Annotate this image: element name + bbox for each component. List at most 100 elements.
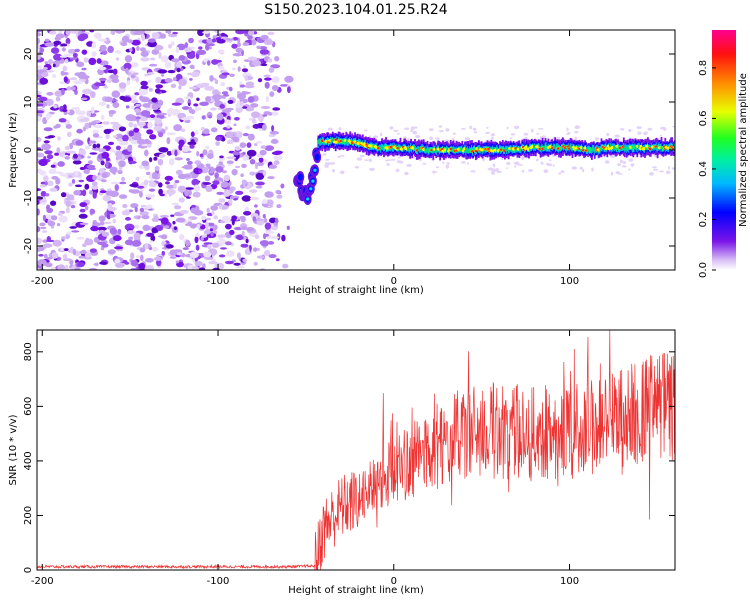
heatmap-noise-cell <box>254 234 260 239</box>
heatmap-noise-cell <box>260 34 269 41</box>
heatmap-noise-cell <box>194 260 203 267</box>
heatmap-noise-cell <box>84 183 90 190</box>
heatmap-noise-cell <box>261 63 268 67</box>
heatmap-noise-cell <box>219 104 225 109</box>
heatmap-band-cell <box>592 146 595 151</box>
heatmap-noise-cell <box>193 103 199 107</box>
heatmap-noise-cell <box>84 205 89 211</box>
heatmap-halo-cell <box>574 136 578 141</box>
heatmap-noise-cell <box>74 184 83 188</box>
heatmap-noise-cell <box>280 183 285 189</box>
heatmap-noise-cell <box>252 117 256 124</box>
heatmap-noise-cell <box>225 38 234 41</box>
heatmap-noise-cell <box>94 32 102 39</box>
heatmap-noise-cell <box>57 264 66 270</box>
snr-xtick-label: 0 <box>391 576 397 587</box>
heatmap-noise-cell <box>148 63 158 67</box>
heatmap-noise-cell <box>140 30 146 34</box>
heatmap-noise-cell <box>201 115 206 120</box>
heatmap-halo-cell <box>630 163 635 167</box>
heatmap-noise-cell <box>41 196 47 200</box>
heatmap-noise-cell <box>189 64 195 70</box>
heatmap-noise-cell <box>262 170 267 176</box>
heatmap-noise-cell <box>256 255 265 259</box>
heatmap-band-cell <box>627 146 630 151</box>
heatmap-noise-cell <box>142 224 151 231</box>
heatmap-noise-cell <box>218 198 226 203</box>
heatmap-noise-cell <box>178 55 186 61</box>
heatmap-noise-cell <box>158 188 164 196</box>
heatmap-noise-cell <box>79 208 86 213</box>
heatmap-noise-cell <box>233 59 237 64</box>
heatmap-noise-cell <box>66 150 76 154</box>
heatmap-halo-cell <box>574 130 579 134</box>
heatmap-noise-cell <box>218 65 225 70</box>
heatmap-noise-cell <box>151 97 158 103</box>
heatmap-noise-cell <box>55 33 65 39</box>
heatmap-noise-cell <box>135 255 140 259</box>
heatmap-halo-cell <box>653 168 659 171</box>
heatmap-noise-cell <box>221 91 229 95</box>
heatmap-band-cell <box>379 144 382 151</box>
spectrogram-xtick-label: 0 <box>391 276 397 287</box>
heatmap-noise-cell <box>262 159 269 165</box>
colorbar-gradient <box>712 30 736 270</box>
heatmap-noise-cell <box>93 263 99 266</box>
heatmap-band-cell <box>507 147 510 153</box>
heatmap-noise-cell <box>100 179 107 183</box>
heatmap-noise-cell <box>264 191 274 198</box>
heatmap-noise-cell <box>41 143 52 151</box>
heatmap-noise-cell <box>51 252 59 259</box>
heatmap-noise-cell <box>76 61 85 68</box>
heatmap-noise-cell <box>84 252 92 258</box>
heatmap-noise-cell <box>74 48 80 53</box>
heatmap-halo-cell <box>663 127 667 131</box>
heatmap-noise-cell <box>229 73 235 78</box>
heatmap-noise-cell <box>79 250 87 254</box>
heatmap-noise-cell <box>145 204 153 209</box>
heatmap-noise-cell <box>214 172 219 179</box>
heatmap-noise-cell <box>115 155 123 160</box>
heatmap-noise-cell <box>189 251 199 259</box>
heatmap-noise-cell <box>115 262 125 268</box>
heatmap-noise-cell <box>202 30 211 34</box>
heatmap-noise-cell <box>262 214 266 219</box>
heatmap-noise-cell <box>133 123 137 129</box>
heatmap-noise-cell <box>246 149 257 157</box>
heatmap-noise-cell <box>160 234 168 240</box>
heatmap-noise-cell <box>220 32 226 37</box>
heatmap-band-cell <box>351 138 353 144</box>
heatmap-noise-cell <box>252 216 257 222</box>
heatmap-noise-cell <box>220 82 226 87</box>
heatmap-noise-cell <box>199 101 210 107</box>
heatmap-band-cell <box>565 146 568 151</box>
heatmap-noise-cell <box>208 261 218 265</box>
heatmap-noise-cell <box>254 143 258 147</box>
heatmap-noise-cell <box>93 124 104 129</box>
heatmap-noise-cell <box>45 98 54 106</box>
heatmap-halo-cell <box>386 163 390 166</box>
heatmap-noise-cell <box>189 86 197 90</box>
heatmap-noise-cell <box>118 181 127 185</box>
heatmap-noise-cell <box>185 239 191 247</box>
heatmap-halo-cell <box>393 129 399 132</box>
heatmap-halo-cell <box>606 132 610 137</box>
heatmap-noise-cell <box>56 147 61 154</box>
heatmap-noise-cell <box>65 264 69 270</box>
heatmap-noise-cell <box>157 112 168 116</box>
heatmap-noise-cell <box>209 75 214 82</box>
heatmap-noise-cell <box>175 217 186 223</box>
heatmap-band-cell <box>407 146 410 151</box>
heatmap-noise-cell <box>242 106 248 109</box>
heatmap-halo-cell <box>327 127 333 131</box>
heatmap-noise-cell <box>128 236 134 240</box>
heatmap-noise-cell <box>92 174 97 181</box>
snr-frame <box>36 329 676 571</box>
heatmap-noise-cell <box>146 232 155 237</box>
heatmap-noise-cell <box>158 147 169 153</box>
heatmap-noise-cell <box>90 121 97 126</box>
heatmap-noise-cell <box>128 121 134 128</box>
heatmap-noise-cell <box>157 69 168 74</box>
heatmap-trace-core <box>297 173 303 181</box>
heatmap-noise-cell <box>235 165 241 169</box>
